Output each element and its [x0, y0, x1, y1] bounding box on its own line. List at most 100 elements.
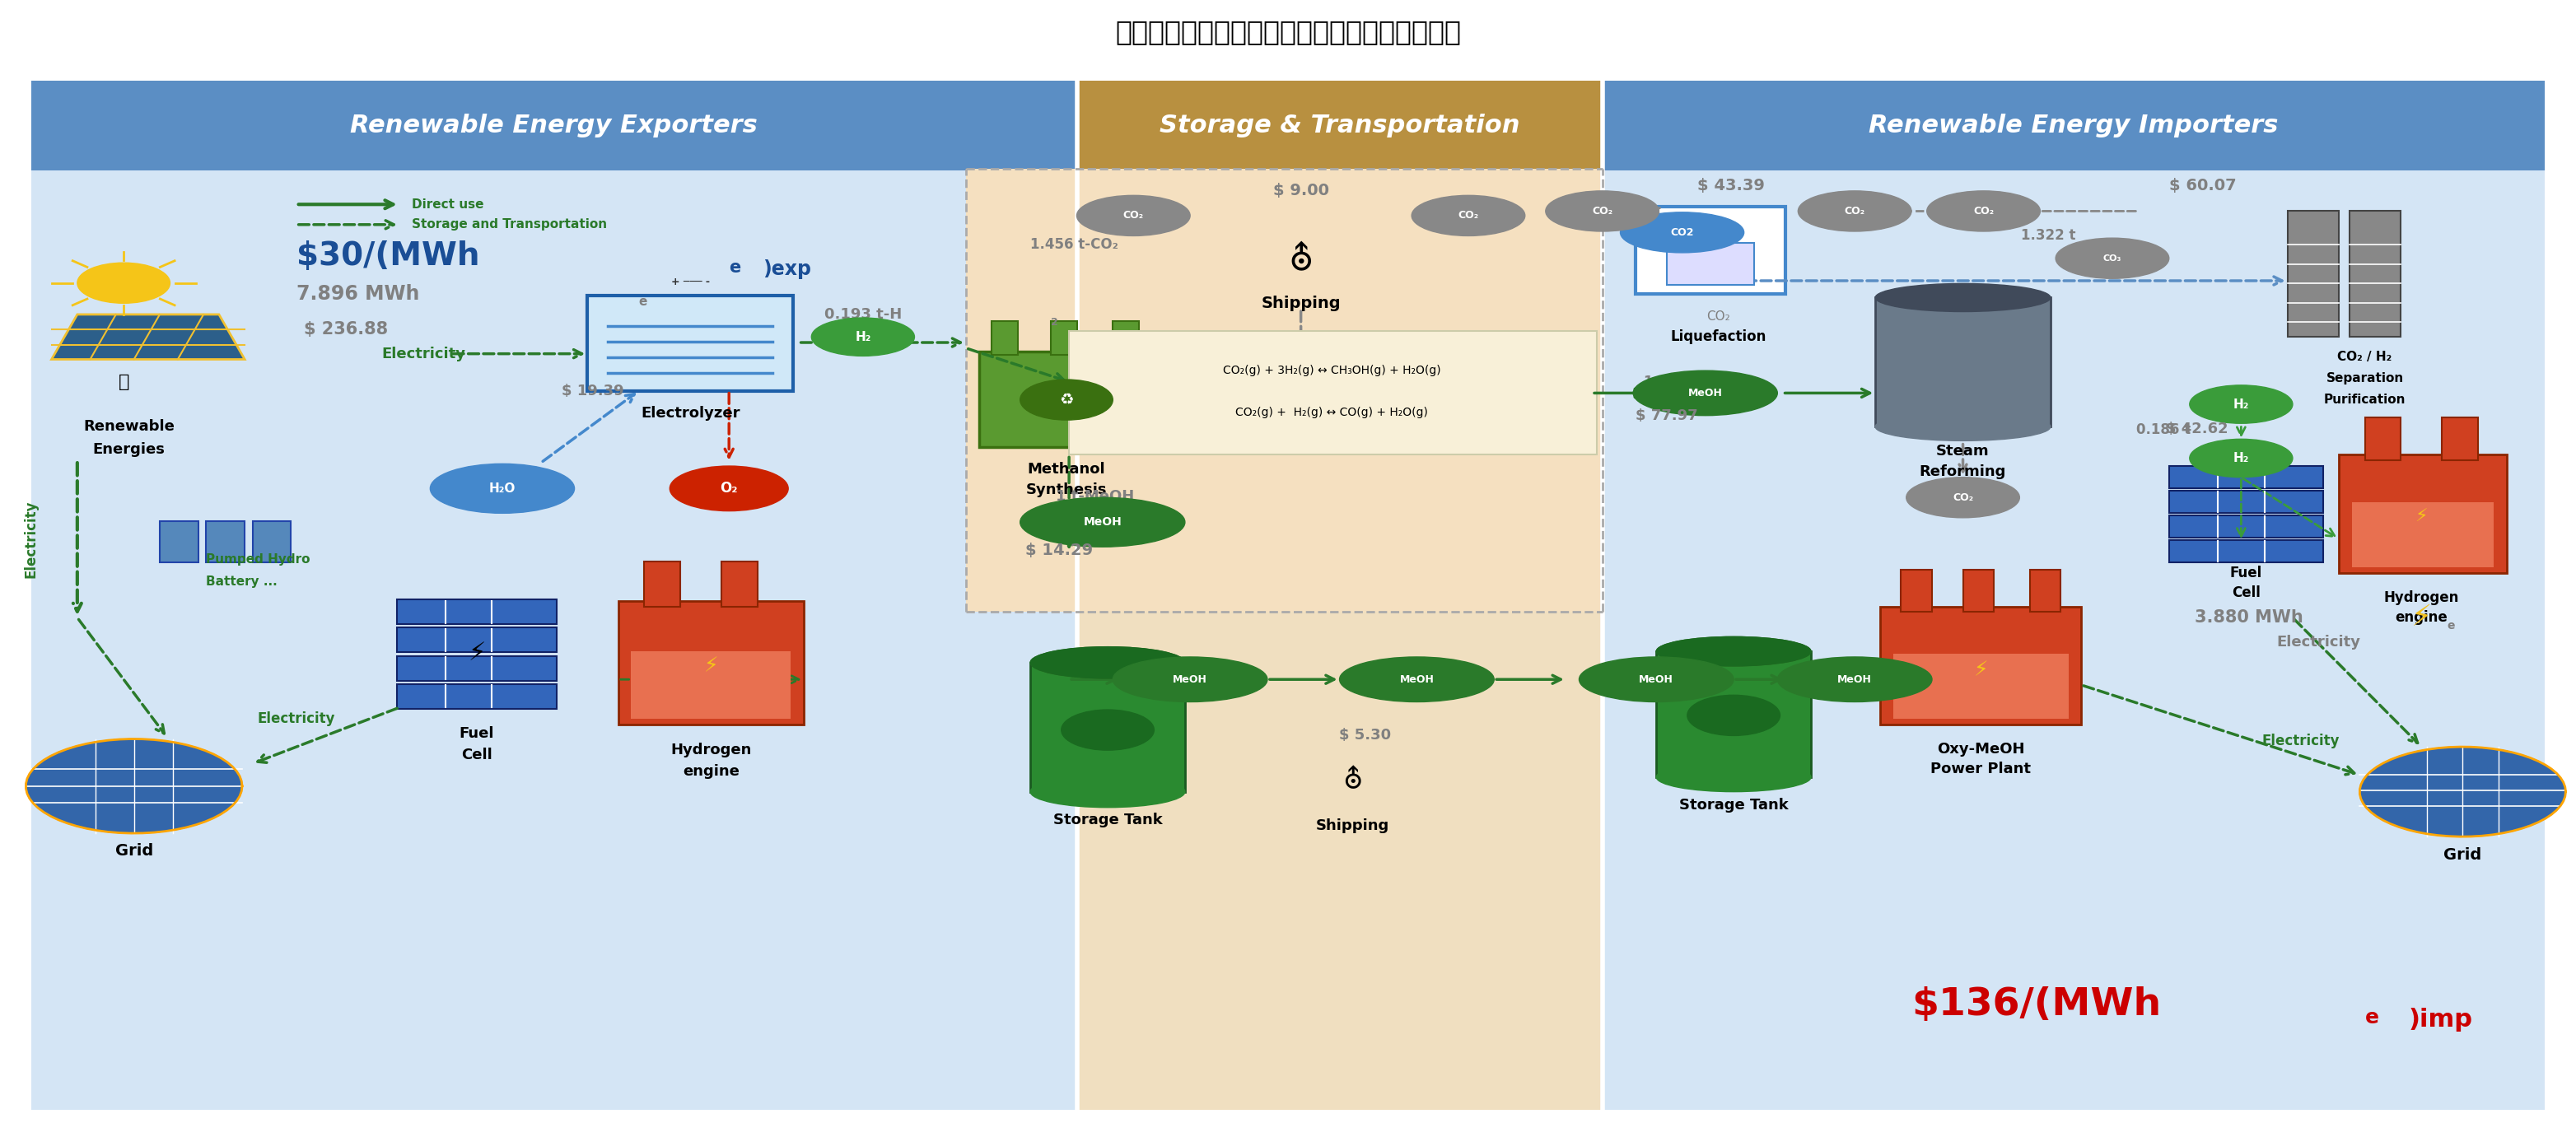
Circle shape: [77, 263, 170, 303]
Text: O₂: O₂: [721, 481, 737, 496]
Ellipse shape: [1030, 647, 1185, 678]
Text: ⚡: ⚡: [2411, 604, 2432, 631]
FancyBboxPatch shape: [160, 521, 198, 563]
Text: Electricity: Electricity: [2277, 634, 2360, 650]
FancyBboxPatch shape: [1901, 569, 1932, 612]
Text: H₂: H₂: [2233, 399, 2249, 410]
Text: MeOH: MeOH: [1638, 674, 1674, 685]
Text: CO2: CO2: [1669, 227, 1695, 238]
Text: 🌊: 🌊: [118, 374, 129, 390]
FancyBboxPatch shape: [31, 81, 1077, 171]
Text: MeOH: MeOH: [1084, 517, 1121, 528]
FancyBboxPatch shape: [2339, 455, 2506, 573]
FancyBboxPatch shape: [1602, 171, 2545, 1110]
Text: $ 9.00: $ 9.00: [1273, 183, 1329, 199]
Text: Storage Tank: Storage Tank: [1054, 812, 1162, 828]
Text: H₂: H₂: [855, 331, 871, 343]
Text: Renewable Energy Importers: Renewable Energy Importers: [1868, 113, 2280, 138]
Ellipse shape: [1927, 191, 2040, 231]
Text: $ 236.88: $ 236.88: [304, 321, 389, 337]
Ellipse shape: [670, 466, 788, 511]
Text: Storage & Transportation: Storage & Transportation: [1159, 113, 1520, 138]
Ellipse shape: [1579, 657, 1734, 702]
Ellipse shape: [1656, 637, 1811, 666]
Text: MeOH: MeOH: [1399, 674, 1435, 685]
Text: $ 77.97: $ 77.97: [1636, 408, 1698, 423]
FancyBboxPatch shape: [2287, 211, 2339, 337]
Ellipse shape: [1020, 497, 1185, 547]
FancyBboxPatch shape: [397, 628, 556, 652]
Text: 7.896 MWh: 7.896 MWh: [296, 284, 420, 304]
Circle shape: [1020, 380, 1113, 420]
FancyBboxPatch shape: [2169, 540, 2324, 563]
FancyBboxPatch shape: [2169, 491, 2324, 513]
Text: 3.880 MWh: 3.880 MWh: [2195, 610, 2303, 626]
Text: CO₂: CO₂: [1844, 206, 1865, 217]
FancyBboxPatch shape: [618, 601, 804, 724]
Text: Synthesis: Synthesis: [1025, 482, 1108, 497]
Text: $136/(MWh: $136/(MWh: [1911, 987, 2161, 1023]
Text: ⚡: ⚡: [703, 656, 719, 676]
Text: + ─── -: + ─── -: [670, 276, 711, 287]
FancyBboxPatch shape: [1636, 207, 1785, 294]
FancyBboxPatch shape: [252, 521, 291, 563]
FancyBboxPatch shape: [1602, 81, 2545, 171]
FancyBboxPatch shape: [1656, 651, 1811, 777]
FancyBboxPatch shape: [1077, 81, 1602, 171]
Text: Cell: Cell: [461, 747, 492, 763]
Text: Reforming: Reforming: [1919, 464, 2007, 480]
Text: Grid: Grid: [116, 843, 152, 859]
Ellipse shape: [1546, 191, 1659, 231]
FancyBboxPatch shape: [587, 295, 793, 391]
Text: ⚡: ⚡: [2416, 509, 2427, 524]
Text: Renewable: Renewable: [82, 419, 175, 435]
Text: Hydrogen: Hydrogen: [2383, 590, 2460, 605]
Ellipse shape: [1620, 212, 1744, 253]
Text: 1 t-MeOH: 1 t-MeOH: [1056, 489, 1133, 504]
Ellipse shape: [1077, 195, 1190, 236]
Text: $30/(MWh: $30/(MWh: [296, 240, 479, 272]
FancyBboxPatch shape: [2169, 466, 2324, 489]
Ellipse shape: [1777, 657, 1932, 702]
Text: )exp: )exp: [762, 259, 811, 280]
FancyBboxPatch shape: [721, 562, 757, 606]
Text: Direct use: Direct use: [412, 199, 484, 210]
FancyBboxPatch shape: [966, 168, 1602, 612]
Text: CO₂(g) + 3H₂(g) ↔ CH₃OH(g) + H₂O(g): CO₂(g) + 3H₂(g) ↔ CH₃OH(g) + H₂O(g): [1224, 365, 1440, 376]
Circle shape: [1687, 695, 1780, 736]
Text: Cell: Cell: [2231, 585, 2262, 601]
Text: H₂: H₂: [2233, 453, 2249, 464]
FancyBboxPatch shape: [1069, 331, 1597, 455]
FancyBboxPatch shape: [2442, 418, 2478, 460]
Text: 1 t: 1 t: [1643, 374, 1664, 390]
Text: 2: 2: [1051, 317, 1059, 328]
FancyBboxPatch shape: [1963, 569, 1994, 612]
FancyBboxPatch shape: [1893, 654, 2069, 719]
Text: ⚡: ⚡: [1973, 660, 1989, 681]
Text: $ 60.07: $ 60.07: [2169, 177, 2236, 193]
Text: MeOH: MeOH: [1837, 674, 1873, 685]
FancyBboxPatch shape: [1077, 171, 1602, 1110]
Text: MeOH: MeOH: [1172, 674, 1208, 685]
FancyBboxPatch shape: [397, 600, 556, 624]
Text: CO₂: CO₂: [1123, 210, 1144, 221]
Text: ⚡: ⚡: [469, 641, 484, 666]
Ellipse shape: [1340, 657, 1494, 702]
FancyBboxPatch shape: [1051, 321, 1077, 355]
Text: Fuel: Fuel: [459, 725, 495, 741]
FancyBboxPatch shape: [631, 651, 791, 719]
Text: CO₂: CO₂: [1592, 206, 1613, 217]
Ellipse shape: [2190, 385, 2293, 423]
Text: $ 14.29: $ 14.29: [1025, 542, 1092, 558]
Ellipse shape: [430, 464, 574, 513]
Text: Separation: Separation: [2326, 373, 2403, 384]
FancyBboxPatch shape: [992, 321, 1018, 355]
Ellipse shape: [1113, 657, 1267, 702]
Ellipse shape: [1656, 763, 1811, 792]
Text: $ 42.62: $ 42.62: [2166, 421, 2228, 437]
Text: Fuel: Fuel: [2231, 565, 2262, 581]
Text: 1.322 t: 1.322 t: [2020, 228, 2076, 244]
Text: e: e: [729, 259, 742, 275]
Text: 0.186 t: 0.186 t: [2136, 422, 2192, 438]
Text: Steam: Steam: [1937, 444, 1989, 459]
